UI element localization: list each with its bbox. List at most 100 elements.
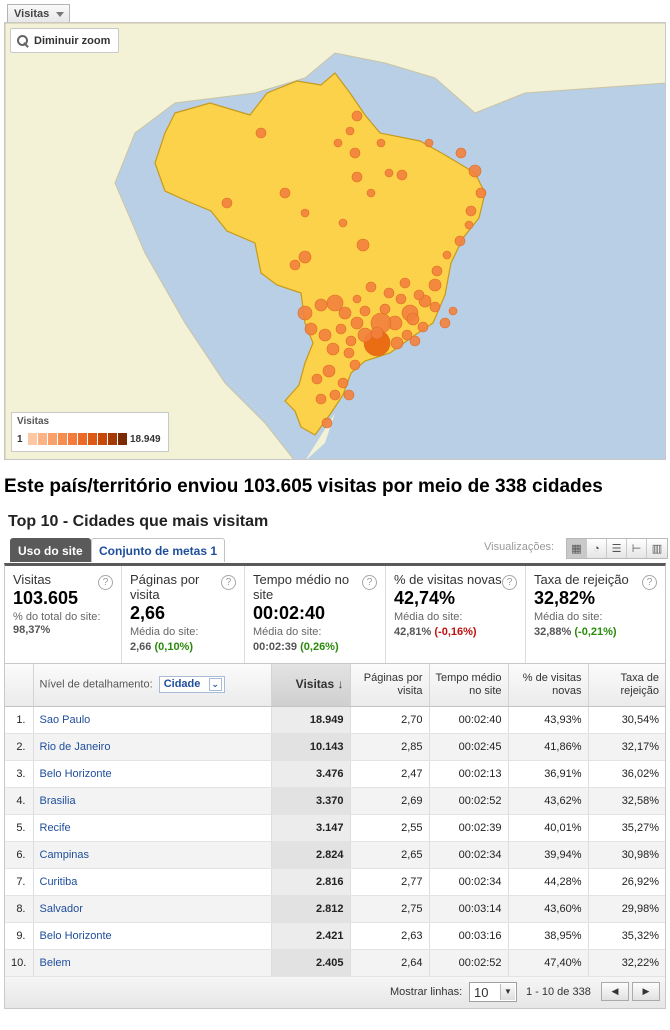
city-marker[interactable]	[352, 294, 362, 304]
city-marker[interactable]	[314, 298, 328, 312]
pie-view-icon[interactable]: ◔	[587, 539, 607, 558]
city-marker[interactable]	[338, 218, 348, 228]
performance-view-icon[interactable]: ☰	[607, 539, 627, 558]
city-marker[interactable]	[343, 347, 355, 359]
city-marker[interactable]	[326, 294, 344, 312]
city-marker[interactable]	[475, 187, 487, 199]
city-link[interactable]: Rio de Janeiro	[32, 733, 271, 761]
city-marker[interactable]	[448, 306, 458, 316]
city-marker[interactable]	[311, 373, 323, 385]
city-marker[interactable]	[465, 205, 477, 217]
previous-page-button[interactable]: ◀	[601, 981, 629, 1001]
city-marker[interactable]	[442, 250, 452, 260]
table-row[interactable]: 7. Curitiba 2.816 2,77 00:02:34 44,28% 26,92%	[5, 868, 665, 896]
city-link[interactable]: Sao Paulo	[32, 706, 271, 734]
city-marker[interactable]	[337, 377, 349, 389]
city-marker[interactable]	[396, 169, 408, 181]
city-link[interactable]: Brasilia	[32, 787, 271, 815]
city-marker[interactable]	[406, 312, 420, 326]
city-marker[interactable]	[335, 323, 347, 335]
city-marker[interactable]	[343, 389, 355, 401]
city-marker[interactable]	[409, 335, 421, 347]
table-row[interactable]: 4. Brasilia 3.370 2,69 00:02:52 43,62% 32,58%	[5, 787, 665, 815]
city-marker[interactable]	[428, 278, 442, 292]
help-icon[interactable]: ?	[502, 575, 517, 590]
city-link[interactable]: Recife	[32, 814, 271, 842]
city-marker[interactable]	[359, 305, 371, 317]
geo-map[interactable]: Diminuir zoom Visitas 1 18.949	[4, 22, 666, 460]
help-icon[interactable]: ?	[362, 575, 377, 590]
city-marker[interactable]	[351, 110, 363, 122]
city-marker[interactable]	[350, 316, 364, 330]
table-row[interactable]: 3. Belo Horizonte 3.476 2,47 00:02:13 36,91% 3…	[5, 760, 665, 788]
city-marker[interactable]	[300, 208, 310, 218]
tab-site-usage[interactable]: Uso do site	[10, 538, 91, 562]
tab-goal-set-1[interactable]: Conjunto de metas 1	[91, 538, 226, 562]
city-marker[interactable]	[429, 301, 441, 313]
city-marker[interactable]	[351, 171, 363, 183]
help-icon[interactable]: ?	[642, 575, 657, 590]
table-row[interactable]: 1. Sao Paulo 18.949 2,70 00:02:40 43,93% 30,54…	[5, 706, 665, 734]
city-marker[interactable]	[395, 293, 407, 305]
header-visits[interactable]: Visitas ↓	[270, 664, 350, 707]
city-marker[interactable]	[326, 342, 340, 356]
city-marker[interactable]	[366, 188, 376, 198]
city-marker[interactable]	[298, 250, 312, 264]
city-marker[interactable]	[329, 389, 341, 401]
city-marker[interactable]	[345, 335, 357, 347]
header-avg-time[interactable]: Tempo médio no site	[428, 664, 508, 707]
header-new-visits[interactable]: % de visitas novas	[507, 664, 588, 707]
comparison-view-icon[interactable]: ⊢	[627, 539, 647, 558]
pivot-view-icon[interactable]: ▥	[647, 539, 667, 558]
city-marker[interactable]	[333, 138, 343, 148]
city-marker[interactable]	[401, 329, 413, 341]
next-page-button[interactable]: ▶	[632, 981, 660, 1001]
city-marker[interactable]	[464, 220, 474, 230]
table-row[interactable]: 5. Recife 3.147 2,55 00:02:39 40,01% 35,27%	[5, 814, 665, 842]
city-marker[interactable]	[379, 303, 391, 315]
city-marker[interactable]	[454, 235, 466, 247]
help-icon[interactable]: ?	[98, 575, 113, 590]
city-marker[interactable]	[255, 127, 267, 139]
city-link[interactable]: Belem	[32, 949, 271, 977]
dimension-select[interactable]: Cidade ⌄	[158, 676, 225, 694]
city-marker[interactable]	[399, 277, 411, 289]
city-marker[interactable]	[315, 393, 327, 405]
city-marker[interactable]	[417, 321, 429, 333]
city-link[interactable]: Belo Horizonte	[32, 922, 271, 950]
zoom-out-button[interactable]: Diminuir zoom	[10, 28, 120, 53]
city-link[interactable]: Campinas	[32, 841, 271, 869]
city-marker[interactable]	[431, 265, 443, 277]
city-link[interactable]: Salvador	[32, 895, 271, 923]
city-marker[interactable]	[384, 168, 394, 178]
city-marker[interactable]	[383, 287, 395, 299]
city-marker[interactable]	[322, 364, 336, 378]
table-row[interactable]: 9. Belo Horizonte 2.421 2,63 00:03:16 38,95% 3…	[5, 922, 665, 950]
table-row[interactable]: 2. Rio de Janeiro 10.143 2,85 00:02:45 41,86%…	[5, 733, 665, 761]
city-marker[interactable]	[338, 306, 352, 320]
city-marker[interactable]	[349, 147, 361, 159]
city-marker[interactable]	[345, 126, 355, 136]
rows-per-page-select[interactable]: 10 ▼	[469, 981, 517, 1002]
city-marker[interactable]	[468, 164, 482, 178]
city-link[interactable]: Belo Horizonte	[32, 760, 271, 788]
header-pages-per-visit[interactable]: Páginas por visita	[349, 664, 429, 707]
city-marker[interactable]	[390, 336, 404, 350]
city-marker[interactable]	[321, 417, 333, 429]
city-marker[interactable]	[413, 289, 425, 301]
city-marker[interactable]	[357, 327, 373, 343]
city-marker[interactable]	[221, 197, 233, 209]
city-marker[interactable]	[349, 359, 361, 371]
city-marker[interactable]	[424, 138, 434, 148]
city-marker[interactable]	[376, 138, 386, 148]
city-marker[interactable]	[279, 187, 291, 199]
city-marker[interactable]	[439, 317, 451, 329]
city-marker[interactable]	[365, 281, 377, 293]
metric-dropdown[interactable]: Visitas	[7, 4, 70, 23]
help-icon[interactable]: ?	[221, 575, 236, 590]
table-row[interactable]: 10. Belem 2.405 2,64 00:02:52 47,40% 32,22%	[5, 949, 665, 977]
city-marker[interactable]	[455, 147, 467, 159]
header-bounce-rate[interactable]: Taxa de rejeição	[587, 664, 665, 707]
table-view-icon[interactable]: ▦	[567, 539, 587, 558]
city-marker[interactable]	[297, 305, 313, 321]
